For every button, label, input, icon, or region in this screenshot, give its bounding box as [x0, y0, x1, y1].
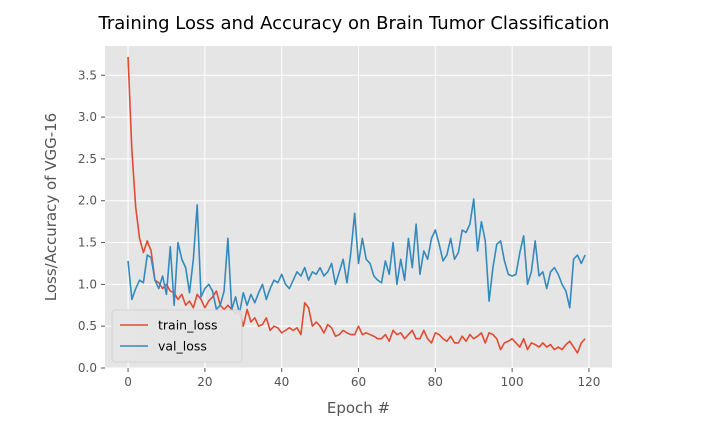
y-tick-label: 2.0 [78, 194, 97, 208]
x-tick-label: 0 [124, 375, 132, 389]
y-tick-label: 3.5 [78, 68, 97, 82]
x-tick-label: 100 [501, 375, 524, 389]
series-line-val-loss [127, 198, 586, 315]
x-tick-label: 60 [351, 375, 366, 389]
x-tick-label: 120 [578, 375, 601, 389]
legend-box [111, 309, 243, 363]
chart-title: Training Loss and Accuracy on Brain Tumo… [98, 13, 610, 34]
y-tick-label: 3.0 [78, 110, 97, 124]
x-tick-label: 20 [197, 375, 212, 389]
legend-label-val-loss: val_loss [158, 339, 207, 354]
legend-label-train-loss: train_loss [158, 318, 218, 333]
axis-ticks: 0 20 40 60 80 100 120 0.0 0.5 1.0 1.5 2.0 2.5 3.0 3.5 [78, 68, 601, 389]
x-axis-label: Epoch # [327, 399, 390, 417]
series-lines [127, 56, 586, 354]
y-tick-label: 1.5 [78, 236, 97, 250]
y-tick-label: 0.5 [78, 319, 97, 333]
legend: train_loss val_loss [111, 309, 243, 363]
series-line-train-loss [127, 56, 586, 354]
x-tick-label: 40 [274, 375, 289, 389]
y-tick-label: 1.0 [78, 277, 97, 291]
y-tick-label: 2.5 [78, 152, 97, 166]
y-axis-label: Loss/Accuracy of VGG-16 [42, 113, 60, 301]
y-tick-label: 0.0 [78, 361, 97, 375]
x-tick-label: 80 [428, 375, 443, 389]
